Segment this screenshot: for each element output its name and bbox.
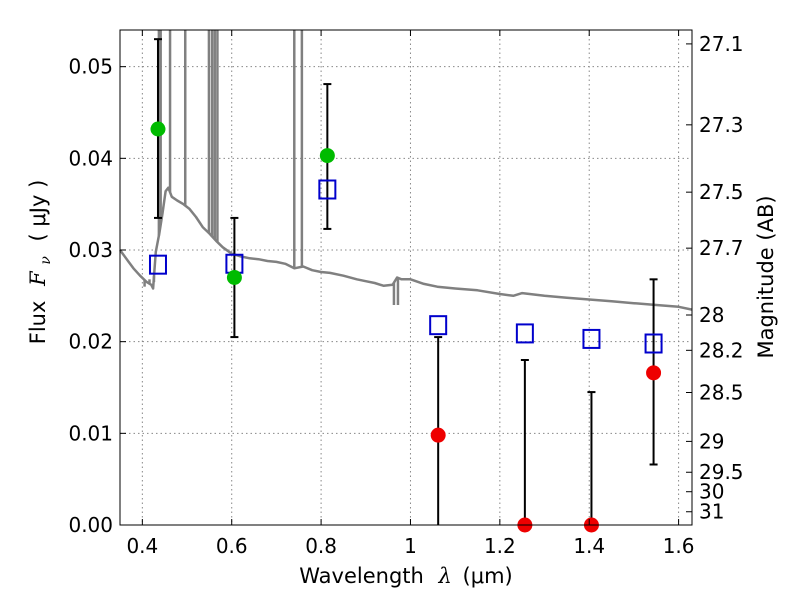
y-axis-label-text: Flux [26,301,50,345]
y2-tick-label: 30 [699,480,724,504]
y-tick-label: 0.02 [68,330,113,354]
y-axis-label-unit: ( μJy ) [26,180,50,242]
y-tick-label: 0.01 [68,421,113,445]
model-photometry-point [644,333,663,354]
model-photometry-point [429,315,448,336]
y2-tick-label: 31 [699,500,724,524]
y2-tick-label: 29 [699,429,724,453]
x-axis-label-unit: (μm) [463,564,513,588]
x-axis-label: Wavelength λ (μm) [299,564,512,588]
model-photometry-point [582,328,601,349]
y-tick-label: 0.05 [68,55,113,79]
y2-tick-label: 27.7 [699,236,744,260]
y-tick-label: 0.00 [68,513,113,537]
x-tick-label: 1.6 [663,534,695,558]
y-axis-label-symbol: F [26,270,50,287]
detected-point [226,270,242,285]
x-axis-label-symbol: λ [438,564,452,588]
y2-tick-label: 27.1 [699,32,744,56]
y2-tick-label: 28.2 [699,338,744,362]
y2-tick-label: 28.5 [699,380,744,404]
x-axis-label-text: Wavelength [299,564,424,588]
x-tick-label: 0.6 [216,534,248,558]
faint-point [646,365,662,381]
model-photometry-point [318,179,337,200]
x-tick-label: 1.2 [484,534,516,558]
y2-axis-label: Magnitude (AB) [754,195,778,358]
x-tick-label: 1 [404,534,417,558]
y-tick-label: 0.04 [68,146,113,170]
x-tick-label: 1.4 [573,534,605,558]
model-photometry-point [515,323,534,344]
detected-point [319,148,335,164]
y2-tick-label: 29.5 [699,460,744,484]
y-axis-label-subscript: ν [38,256,54,265]
x-tick-label: 0.8 [305,534,337,558]
faint-point [430,427,446,443]
x-tick-label: 0.4 [126,534,158,558]
detected-point [150,121,166,137]
y2-tick-label: 27.5 [699,180,744,204]
x-axis-ticks: 0.4 0.6 0.8 1 1.2 1.4 1.6 [126,30,695,558]
y-axis-ticks: 0.00 0.01 0.02 0.03 0.04 0.05 [68,55,126,537]
plot-frame [119,29,693,526]
y2-tick-label: 27.3 [699,113,744,137]
y-tick-label: 0.03 [68,238,113,262]
y2-tick-label: 28 [699,303,724,327]
model-photometry-point [148,254,167,275]
y-axis-label: Flux F ν ( μJy ) [26,180,55,345]
